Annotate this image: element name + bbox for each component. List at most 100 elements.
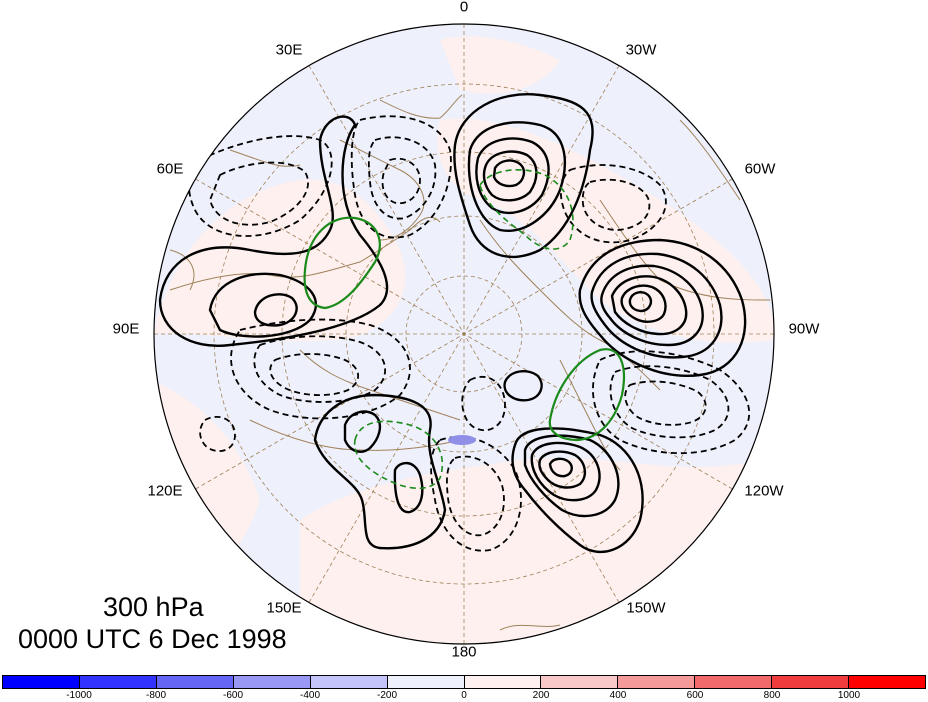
contour-positive: [620, 284, 667, 323]
contour-positive: [610, 275, 688, 336]
contour-negative: [230, 318, 411, 420]
contour-positive: [475, 137, 550, 214]
pressure-level-title: 300 hPa: [103, 592, 204, 622]
graticule: [154, 24, 774, 644]
contour-positive: [530, 441, 601, 502]
colorbar-tick-label: -800: [145, 690, 167, 701]
contour-positive: [158, 115, 389, 347]
green-contour: [303, 216, 381, 310]
colorbar-box: [3, 676, 80, 688]
contour-positive: [253, 293, 298, 327]
colorbar-box: [772, 676, 850, 688]
contour-positive: [628, 291, 653, 313]
coastline: [499, 624, 561, 631]
contour-positive: [467, 121, 567, 232]
contour-positive: [208, 272, 317, 338]
map-border: [153, 23, 775, 645]
contour-negative: [592, 350, 751, 455]
colorbar-tick-label: 1000: [837, 690, 861, 701]
contour-positive: [313, 393, 447, 550]
coastline: [169, 249, 195, 291]
contour-positive: [538, 450, 587, 489]
longitude-label-60e: 60E: [156, 160, 184, 178]
colorbar-box: [464, 676, 542, 688]
contours-green: [303, 169, 626, 490]
longitude-label-90e: 90E: [112, 320, 140, 338]
shading-negative-spot: [448, 435, 476, 445]
datetime-title: 0000 UTC 6 Dec 1998: [18, 624, 287, 654]
longitude-label-120w: 120W: [744, 482, 784, 500]
longitude-label-0: 0: [459, 0, 469, 16]
contour-positive: [492, 159, 526, 188]
contour-negative: [350, 115, 452, 239]
longitude-label-30e: 30E: [275, 41, 303, 59]
latitude-circle: [405, 275, 523, 393]
contour-negative: [381, 157, 421, 205]
colorbar-tick-label: 600: [686, 690, 704, 701]
colorbar-box: [618, 676, 696, 688]
colorbar-box: [79, 676, 157, 688]
colorbar-tick-label: 800: [763, 690, 781, 701]
contours-negative: [188, 115, 751, 552]
longitude-label-150e: 150E: [266, 599, 302, 617]
longitude-label-60w: 60W: [744, 160, 776, 178]
contour-negative: [461, 375, 506, 432]
colorbar-tick-label: 0: [461, 690, 467, 701]
latitude-circle: [281, 151, 647, 517]
colorbar-box: [695, 676, 773, 688]
contour-negative: [188, 135, 333, 237]
meridian-line: [195, 178, 733, 490]
contour-positive: [600, 264, 704, 347]
green-contour: [548, 348, 626, 442]
colorbar-tick-label: 200: [532, 690, 550, 701]
colorbar-box: [156, 676, 234, 688]
longitude-label-90w: 90W: [788, 320, 820, 338]
colorbar-box: [233, 676, 311, 688]
contour-positive: [393, 461, 424, 514]
contour-negative: [269, 353, 360, 396]
colorbar-tick-label: 400: [609, 690, 627, 701]
contour-positive: [453, 93, 594, 259]
colorbar: [2, 675, 926, 689]
longitude-label-30w: 30W: [625, 41, 657, 59]
contour-negative: [624, 380, 707, 426]
latitude-circle: [213, 83, 715, 585]
contour-positive: [523, 434, 620, 518]
longitude-label-150w: 150W: [626, 599, 666, 617]
green-contour: [353, 420, 444, 490]
contour-positive: [511, 427, 644, 554]
colorbar-tick-label: -200: [376, 690, 398, 701]
contour-negative: [209, 161, 309, 226]
coastline: [169, 217, 441, 291]
coastline: [299, 349, 461, 421]
colorbar-box: [541, 676, 619, 688]
coastline: [339, 139, 425, 241]
longitude-label-120e: 120E: [147, 482, 183, 500]
colorbar-box: [310, 676, 388, 688]
contour-positive: [590, 252, 723, 359]
colorbar-box: [387, 676, 465, 688]
longitude-label-180: 180: [451, 643, 477, 661]
colorbar-tick-label: -1000: [66, 690, 92, 701]
coastline: [379, 94, 463, 119]
coastline: [679, 119, 741, 201]
contour-positive: [482, 150, 538, 202]
colorbar-tick-label: -400: [299, 690, 321, 701]
contour-positive: [578, 238, 747, 377]
contour-negative: [559, 164, 667, 244]
contour-negative: [430, 435, 522, 552]
contour-positive: [548, 457, 573, 478]
shading-positive: [440, 36, 560, 94]
contour-negative: [609, 365, 730, 439]
colorbar-box: [849, 676, 926, 688]
contour-negative: [253, 335, 386, 403]
contours-positive: [158, 93, 747, 554]
colorbar-tick-label: -600: [222, 690, 244, 701]
contour-negative: [199, 415, 236, 452]
green-contour: [479, 169, 574, 250]
latitude-circle: [345, 215, 583, 453]
contour-positive: [343, 410, 382, 453]
contour-negative: [581, 178, 651, 231]
contour-positive: [503, 370, 543, 402]
